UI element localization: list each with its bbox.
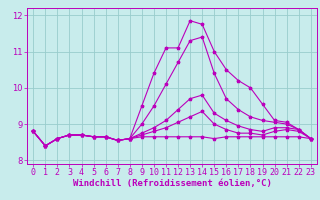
X-axis label: Windchill (Refroidissement éolien,°C): Windchill (Refroidissement éolien,°C) [73,179,271,188]
